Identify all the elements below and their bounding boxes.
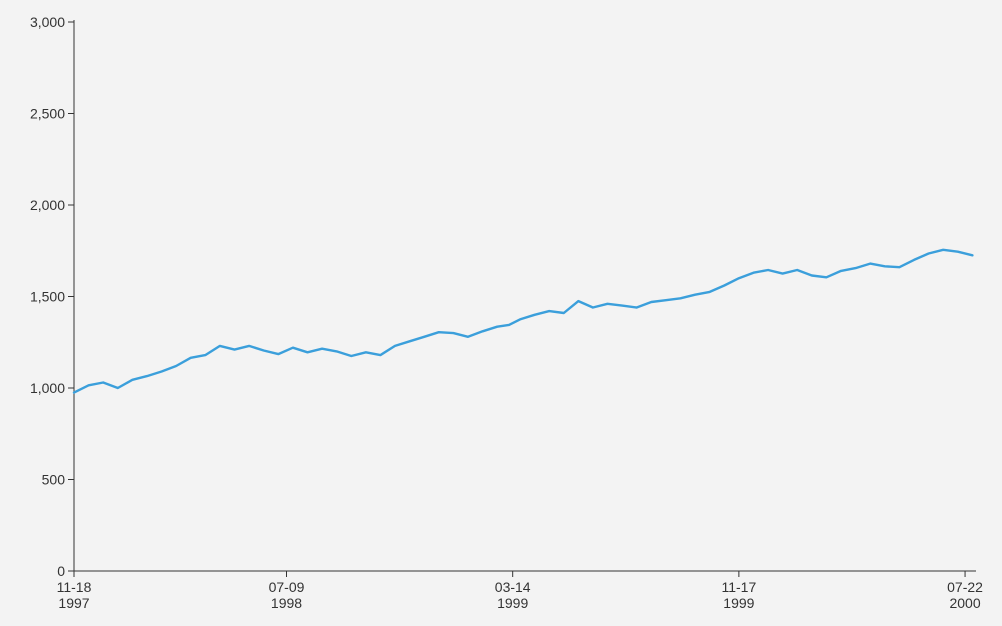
x-tick-year-label: 1998 [271,595,302,611]
y-tick-label: 1,500 [30,289,65,305]
x-tick-label: 11-17 [721,579,756,595]
y-tick-label: 2,500 [30,106,65,122]
y-tick-label: 0 [57,563,65,579]
x-tick-year-label: 1999 [723,595,754,611]
x-tick-year-label: 1997 [58,595,89,611]
x-tick-year-label: 2000 [949,595,980,611]
x-tick-label: 07-09 [269,579,305,595]
x-tick-label: 07-22 [947,579,983,595]
x-tick-year-label: 1999 [497,595,528,611]
x-tick-label: 11-18 [57,579,92,595]
y-tick-label: 500 [42,472,66,488]
x-tick-label: 03-14 [495,579,531,595]
y-tick-label: 2,000 [30,197,65,213]
x-axis: 11-18199707-09199803-14199911-17199907-2… [57,570,983,611]
series-line [72,248,974,394]
y-tick-label: 3,000 [30,14,65,30]
y-axis: 0 500 1,000 1,500 2,000 2,500 3,000 [30,14,75,579]
plot-area [72,248,974,394]
y-tick-label: 1,000 [30,380,65,396]
